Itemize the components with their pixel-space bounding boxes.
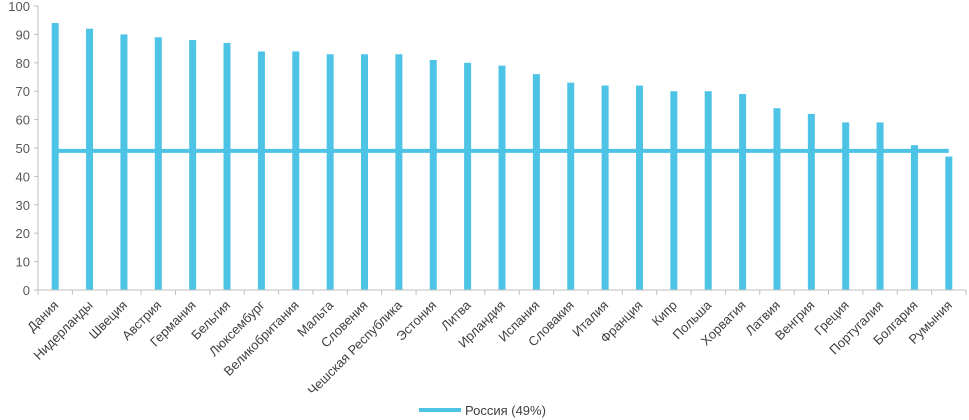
bar bbox=[120, 34, 128, 291]
y-tick-label: 40 bbox=[16, 169, 30, 184]
x-axis bbox=[37, 289, 967, 295]
y-axis: 0 10 20 30 40 50 60 70 80 90 100 bbox=[8, 0, 39, 298]
bar bbox=[429, 59, 437, 291]
bar bbox=[51, 23, 59, 290]
legend-swatch bbox=[419, 408, 461, 412]
bar bbox=[910, 145, 918, 290]
bar bbox=[395, 54, 403, 290]
bar bbox=[876, 122, 884, 290]
bar bbox=[326, 54, 334, 290]
bar bbox=[257, 51, 265, 290]
legend-label: Россия (49%) bbox=[465, 402, 546, 418]
bar bbox=[464, 62, 472, 290]
bar bbox=[189, 40, 197, 290]
y-tick-label: 10 bbox=[16, 255, 30, 270]
bar bbox=[704, 91, 712, 290]
bar bbox=[361, 54, 369, 290]
bar bbox=[223, 42, 231, 290]
y-tick-label: 90 bbox=[16, 27, 30, 42]
bar bbox=[154, 37, 162, 290]
bar bbox=[670, 91, 678, 290]
category-labels: ДанияНидерландыШвецияАвстрияГерманияБель… bbox=[24, 297, 955, 398]
bar bbox=[739, 94, 747, 290]
y-tick-label: 60 bbox=[16, 113, 30, 128]
bar bbox=[498, 65, 506, 290]
bar bbox=[567, 82, 575, 291]
y-tick-label: 20 bbox=[16, 226, 30, 241]
bar bbox=[807, 113, 815, 290]
bar bbox=[945, 156, 953, 290]
bar bbox=[842, 122, 850, 290]
bar bbox=[86, 28, 94, 290]
bar bbox=[292, 51, 300, 290]
y-tick-label: 50 bbox=[16, 141, 30, 156]
legend: Россия (49%) bbox=[419, 400, 546, 420]
y-tick-label: 30 bbox=[16, 198, 30, 213]
bars bbox=[51, 23, 953, 291]
category-label: Кипр bbox=[649, 298, 680, 329]
bar bbox=[601, 85, 609, 291]
y-tick-label: 100 bbox=[8, 0, 30, 14]
y-tick-label: 80 bbox=[16, 56, 30, 71]
bar bbox=[532, 74, 540, 290]
bar bbox=[635, 85, 643, 291]
bar bbox=[773, 108, 781, 291]
y-tick-label: 0 bbox=[23, 283, 30, 298]
y-tick-label: 70 bbox=[16, 84, 30, 99]
